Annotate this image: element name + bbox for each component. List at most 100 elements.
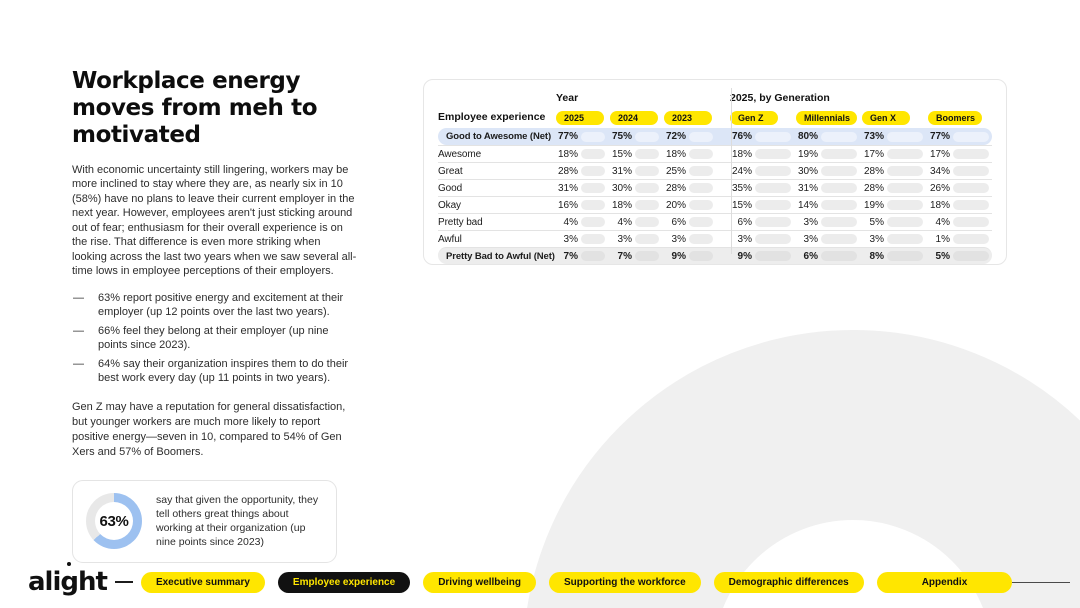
cell-value: 6% (671, 216, 686, 228)
nav-pill-supporting-the-workforce[interactable]: Supporting the workforce (548, 571, 701, 593)
bar-track (581, 200, 605, 210)
table-cell: 19% (862, 200, 928, 211)
column-header-cell: Gen Z (730, 108, 796, 126)
bar-track (635, 149, 659, 159)
table-row: Good 31% 30% 28% 35% 31% 28% 26% (438, 179, 992, 196)
logo-connector-line (114, 581, 133, 583)
cell-value: 34% (929, 165, 950, 177)
bar-track (755, 131, 791, 142)
bar-track (887, 131, 923, 142)
footer: alight Executive summary Employee experie… (28, 569, 1071, 595)
bar-track (887, 166, 923, 176)
table-cell: 3% (796, 217, 862, 228)
table-cell: 17% (862, 149, 928, 160)
bar-track (953, 200, 989, 210)
column-header-pill: Gen X (862, 110, 910, 125)
bar-track (953, 217, 989, 227)
bar-track (689, 234, 713, 244)
table-cell: 20% (664, 200, 718, 211)
bar-track (821, 251, 857, 261)
decorative-ring (523, 330, 1080, 608)
nav-pill-driving-wellbeing[interactable]: Driving wellbeing (423, 571, 536, 593)
nav-pill-demographic-differences[interactable]: Demographic differences (713, 571, 864, 593)
nav-pill-appendix[interactable]: Appendix (876, 571, 1013, 593)
table-cell: 4% (610, 217, 664, 228)
bar-track (581, 183, 605, 193)
column-header-cell: 2023 (664, 108, 718, 126)
table-row: Awesome 18% 15% 18% 18% 19% 17% 17% (438, 145, 992, 162)
table-cell: 26% (928, 183, 994, 194)
table-cell: 3% (730, 234, 796, 245)
cell-value: 31% (611, 165, 632, 177)
bar-track (887, 200, 923, 210)
group-label-generation: 2025, by Generation (730, 91, 830, 104)
cell-value: 4% (563, 216, 578, 228)
bullet-dash: — (73, 324, 84, 337)
column-header-pill: 2025 (556, 110, 604, 125)
bar-track (821, 200, 857, 210)
table-header-row: Employee experience 2025 2024 2023 Gen Z Mill… (438, 107, 992, 126)
cell-value: 26% (929, 182, 950, 194)
cell-value: 17% (929, 148, 950, 160)
nav-pill-employee-experience[interactable]: Employee experience (277, 571, 411, 593)
bar-track (689, 131, 713, 142)
bullet-dash: — (73, 291, 84, 304)
cell-value: 76% (731, 131, 752, 142)
donut-chart: 63% (86, 493, 142, 550)
bar-track (635, 166, 659, 176)
table-cell: 35% (730, 183, 796, 194)
cell-value: 4% (617, 216, 632, 228)
table-cell: 6% (796, 251, 862, 262)
page-title: Workplace energy moves from meh to motiv… (72, 68, 318, 148)
bar-track (581, 251, 605, 261)
column-header-cell: 2024 (610, 108, 664, 126)
table-cell: 77% (556, 131, 610, 142)
table-group-row: Year 2025, by Generation (438, 88, 992, 107)
bar-track (635, 217, 659, 227)
table-cell: 19% (796, 149, 862, 160)
group-label-year: Year (556, 91, 579, 104)
table-cell: 3% (862, 234, 928, 245)
cell-value: 4% (935, 216, 950, 228)
table-cell: 73% (862, 131, 928, 142)
cell-value: 77% (929, 131, 950, 142)
table-cell: 76% (730, 131, 796, 142)
nav-pill-executive-summary[interactable]: Executive summary (140, 571, 265, 593)
cell-value: 5% (869, 216, 884, 228)
bar-track (953, 251, 989, 261)
table-cell: 16% (556, 200, 610, 211)
cell-value: 3% (737, 233, 752, 245)
cell-value: 9% (737, 250, 752, 262)
bar-track (635, 251, 659, 261)
bullet-list: — 63% report positive energy and exciteme… (72, 291, 357, 386)
bar-track (689, 166, 713, 176)
bar-track (953, 131, 989, 142)
cell-value: 18% (665, 148, 686, 160)
donut-stat-value: 63% (95, 502, 133, 541)
table-cell: 18% (730, 149, 796, 160)
cell-value: 25% (665, 165, 686, 177)
table-cell: 75% (610, 131, 664, 142)
cell-value: 7% (617, 250, 632, 262)
cell-value: 3% (671, 233, 686, 245)
bar-track (887, 183, 923, 193)
bar-track (953, 166, 989, 176)
bar-track (821, 166, 857, 176)
table-cell: 7% (556, 251, 610, 262)
bar-track (755, 166, 791, 176)
cell-value: 31% (797, 182, 818, 194)
bar-track (887, 251, 923, 261)
cell-value: 24% (731, 165, 752, 177)
table-row: Good to Awesome (Net) 77% 75% 72% 76% 80% 73% 7… (438, 128, 992, 145)
table-cell: 15% (730, 200, 796, 211)
left-column: Workplace energy moves from meh to motiv… (72, 68, 357, 563)
callout-text: say that given the opportunity, they tel… (156, 493, 319, 549)
cell-value: 18% (731, 148, 752, 160)
column-header-pill: Boomers (928, 110, 983, 125)
cell-value: 3% (803, 233, 818, 245)
table-cell: 25% (664, 166, 718, 177)
table-cell: 9% (664, 251, 718, 262)
bar-track (821, 183, 857, 193)
table-cell: 18% (928, 200, 994, 211)
